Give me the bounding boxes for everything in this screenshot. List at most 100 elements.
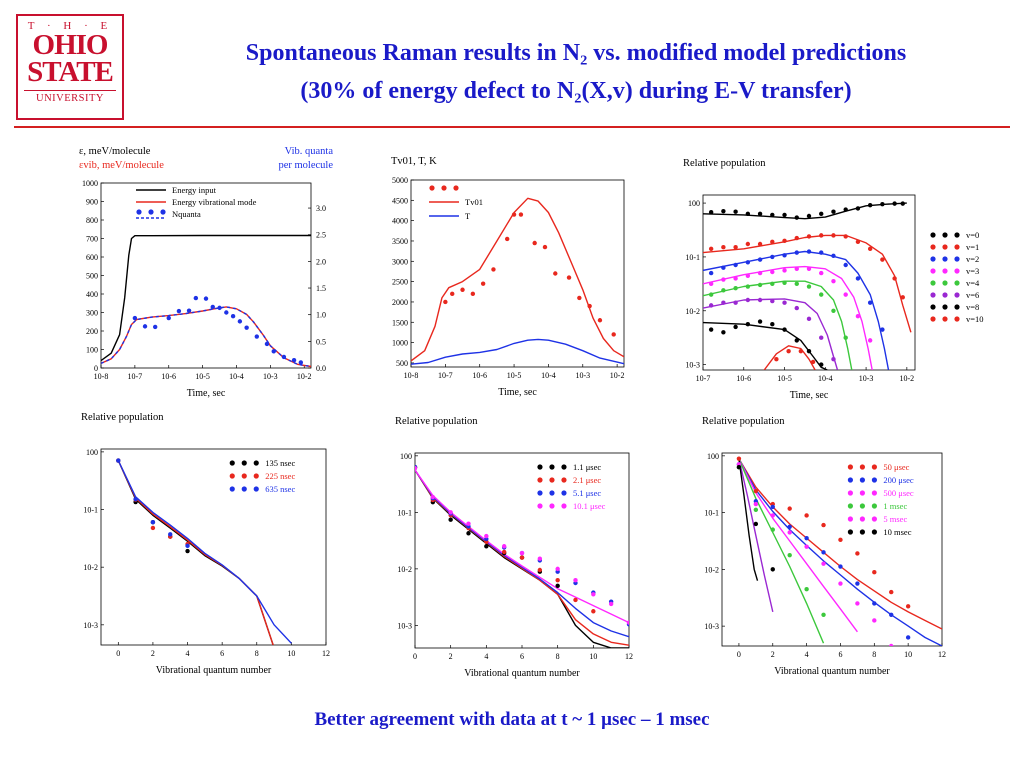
legend-label: 200 μsec [883,475,914,485]
data-point [838,581,843,586]
legend-swatch [253,460,259,466]
data-point [448,517,453,522]
x-tick-label: 10 [287,649,295,658]
data-point [855,206,861,211]
chart-legend: Tv01 T [429,185,483,221]
legend-swatch [871,477,878,483]
chart-legend: 50 μsec 200 μsec 500 μsec 1 msec 5 msec 10 ms… [847,462,914,537]
y-tick-label: 700 [86,235,98,244]
data-point [889,612,894,617]
data-point [872,570,877,575]
legend-swatch [930,244,936,250]
data-point [782,253,787,258]
legend-swatch [429,185,435,191]
x-tick-label: 10-3 [859,374,874,383]
data-point [867,246,873,252]
data-point [504,236,510,242]
legend-label: 135 nsec [265,458,295,468]
data-point [573,577,578,583]
data-point [733,285,738,291]
data-point [843,262,848,268]
data-point [794,266,799,271]
legend-swatch [241,460,247,466]
logo-word-ohio: OHIO [32,29,109,61]
data-point [745,273,751,278]
y2-axis-label: per molecule [278,160,333,171]
data-point [210,304,215,310]
data-point [721,330,726,335]
data-point [786,348,791,354]
slide-footer: Better agreement with data at t ~ 1 μsec… [314,709,710,730]
legend-label: v=6 [966,290,979,300]
logo-bottom-text: UNIVERSITY [24,90,116,104]
data-point [821,522,826,528]
x-axis-label: Time, sec [790,390,829,401]
data-point [770,567,775,572]
data-point [142,324,148,329]
data-point [298,360,304,365]
x-tick-label: 10-7 [696,374,711,383]
data-point [905,604,911,609]
legend-swatch [537,464,543,470]
x-tick-label: 6 [838,650,842,659]
y-tick-label: 1000 [392,339,408,348]
y-tick-label: 100 [86,448,98,457]
y-tick-label: 100 [707,452,719,461]
legend-swatch [241,486,247,492]
data-point [203,296,209,301]
y-tick-label: 800 [86,216,98,225]
legend-label: v=1 [966,242,979,252]
y-axis-label: Relative population [683,158,766,169]
data-point [867,300,873,305]
x-tick-label: 10 [589,652,597,661]
chart-vdf-ns: 0 2 4 6 8 10 12 10-3 10-2 10-1 100 Relative populat… [81,412,330,676]
data-point [537,567,543,573]
data-point [900,295,905,300]
data-point [291,358,297,363]
y2-tick-label: 2.5 [316,231,326,240]
x-tick-label: 10-2 [900,374,915,383]
x-tick-label: 10-3 [263,372,278,381]
legend-swatch [453,185,459,191]
data-point [831,357,836,362]
series-line [101,306,311,368]
data-point [230,314,236,319]
data-point [787,552,792,558]
data-point [271,349,276,354]
legend-swatch [871,529,878,535]
y-tick-label: 10-2 [397,565,412,574]
x-tick-label: 0 [413,652,417,661]
legend-label: v=0 [966,230,979,240]
series-line [703,321,828,370]
series-line [703,298,839,370]
legend-swatch [942,304,948,310]
legend-label: 50 μsec [883,462,909,472]
data-point [168,532,173,537]
legend-swatch [930,256,936,262]
data-point [542,244,548,250]
legend-swatch [871,490,878,496]
x-tick-label: 10-8 [94,372,109,381]
x-tick-label: 10-2 [297,372,312,381]
data-point [745,322,751,327]
legend-swatch [537,477,543,483]
x-tick-label: 10-4 [229,372,244,381]
legend-label: 10.1 μsec [573,501,606,511]
data-point [484,544,489,549]
series-line [117,460,292,644]
legend-swatch [847,477,854,483]
chart-legend: v=0 v=1 v=2 v=3 v=4 v=6 v=8 v=10 [930,230,984,324]
data-point [798,348,804,354]
x-tick-label: 2 [151,649,155,658]
data-point [770,298,775,304]
series-line [738,458,759,581]
x-tick-label: 10-5 [777,374,792,383]
y-tick-label: 10-3 [83,621,98,630]
data-point [855,601,860,606]
data-point [753,488,759,494]
series-line [738,458,774,613]
data-point [150,520,156,525]
y2-tick-label: 2.0 [316,257,326,266]
legend-swatch [847,503,854,509]
data-point [721,300,726,305]
